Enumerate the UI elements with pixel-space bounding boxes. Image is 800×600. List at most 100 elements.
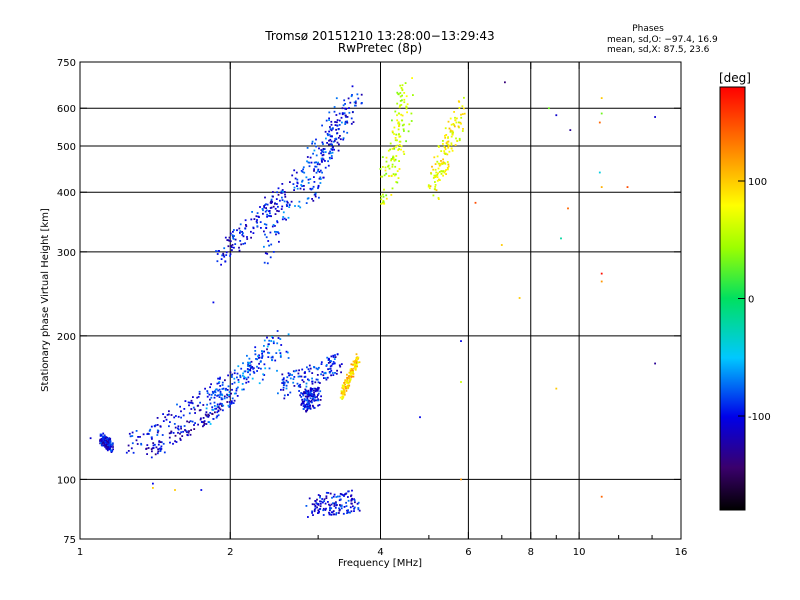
data-point [406, 103, 409, 106]
data-point [330, 507, 333, 510]
data-point [436, 174, 439, 176]
data-point [285, 384, 288, 387]
data-point [333, 502, 336, 505]
data-point [198, 409, 201, 412]
data-point [387, 149, 390, 152]
data-point [260, 227, 262, 229]
data-point [282, 389, 285, 391]
data-point [327, 492, 330, 494]
data-point [322, 514, 325, 516]
data-point [272, 205, 275, 208]
data-point [276, 369, 278, 372]
data-point [188, 412, 191, 415]
data-point [333, 140, 336, 142]
data-point [180, 431, 183, 434]
data-point [380, 175, 383, 178]
data-point [440, 170, 443, 172]
data-point [127, 450, 130, 452]
data-point [269, 231, 272, 234]
data-point [337, 128, 340, 131]
data-point [309, 407, 312, 410]
data-point [346, 379, 348, 382]
data-point [336, 504, 338, 506]
data-point [99, 433, 102, 436]
data-point [313, 398, 315, 401]
data-point [321, 154, 324, 157]
data-point [358, 509, 361, 512]
data-point [405, 95, 408, 98]
data-point [342, 494, 344, 496]
data-point [331, 372, 334, 374]
data-point [287, 357, 290, 359]
data-point [352, 505, 354, 508]
data-point [218, 378, 221, 380]
data-point [112, 442, 114, 445]
data-point [209, 386, 211, 389]
data-point [278, 349, 281, 352]
data-point [103, 437, 106, 440]
data-point [269, 215, 271, 217]
data-point [401, 89, 404, 92]
data-point [170, 430, 173, 433]
data-point [329, 152, 332, 155]
data-point [444, 148, 447, 151]
data-point [355, 357, 358, 359]
data-point [339, 138, 342, 141]
data-point [248, 362, 251, 364]
data-point [350, 117, 353, 120]
data-point [209, 423, 212, 425]
data-point [317, 168, 320, 171]
data-point [314, 193, 316, 196]
data-point [179, 405, 181, 408]
data-point [222, 409, 224, 412]
data-point [190, 408, 193, 410]
data-point [393, 174, 396, 177]
data-point [330, 374, 332, 377]
data-point [211, 413, 214, 415]
data-point [263, 230, 265, 233]
data-point [312, 199, 315, 202]
x-tick-label: 16 [675, 547, 688, 558]
data-point [357, 501, 360, 504]
data-point [250, 218, 253, 221]
data-point [320, 395, 322, 398]
data-point [219, 390, 222, 393]
data-point [145, 447, 148, 450]
data-point [391, 147, 394, 150]
data-point [251, 377, 254, 380]
data-point [206, 392, 209, 394]
data-point [258, 354, 260, 357]
data-point [219, 408, 222, 411]
data-point [332, 502, 334, 505]
data-point [307, 378, 309, 381]
data-point [226, 396, 228, 399]
data-point [352, 367, 355, 370]
data-point [317, 404, 319, 407]
data-point [347, 499, 350, 502]
data-point [341, 392, 344, 395]
data-point [313, 149, 316, 152]
data-point [311, 377, 313, 380]
data-point [264, 210, 267, 213]
data-point [177, 431, 179, 434]
data-point [256, 212, 259, 214]
data-point [218, 388, 221, 391]
data-point [385, 160, 388, 163]
data-point [107, 441, 110, 444]
data-point [281, 191, 284, 194]
data-point [286, 376, 289, 379]
data-point [329, 367, 332, 370]
data-point [311, 187, 314, 190]
data-point [319, 382, 321, 384]
data-point [296, 181, 299, 184]
data-point [461, 130, 464, 132]
data-point [555, 114, 558, 117]
data-point [436, 160, 439, 163]
data-point [309, 388, 312, 391]
data-point [443, 150, 446, 152]
data-point [322, 176, 325, 179]
data-point [243, 377, 245, 380]
data-point [600, 272, 603, 275]
data-point [311, 401, 313, 404]
data-point [228, 394, 231, 396]
